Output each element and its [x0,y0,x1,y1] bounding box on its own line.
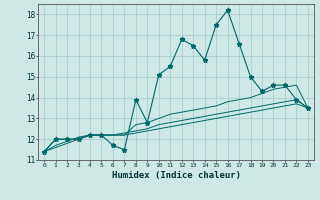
X-axis label: Humidex (Indice chaleur): Humidex (Indice chaleur) [111,171,241,180]
